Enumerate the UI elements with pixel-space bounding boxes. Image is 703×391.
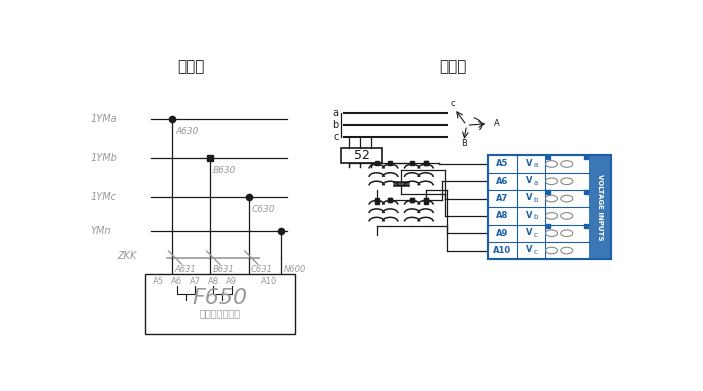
Text: A5: A5: [496, 160, 509, 169]
Text: b: b: [534, 214, 538, 221]
Text: V: V: [526, 211, 532, 220]
Text: A6: A6: [496, 177, 509, 186]
Text: VOLTAGE INPUTS: VOLTAGE INPUTS: [597, 174, 603, 240]
Text: V: V: [526, 176, 532, 185]
Text: 52: 52: [354, 149, 370, 162]
Text: A5: A5: [153, 277, 165, 286]
Text: V: V: [526, 159, 532, 168]
Text: A9: A9: [226, 277, 237, 286]
Text: C630: C630: [252, 205, 275, 214]
Text: V: V: [526, 246, 532, 255]
Text: c: c: [450, 99, 455, 108]
Text: a: a: [534, 180, 538, 186]
Text: B630: B630: [213, 166, 237, 175]
Text: 数字式保护装置: 数字式保护装置: [199, 308, 240, 318]
Text: B631: B631: [212, 265, 235, 274]
Text: A10: A10: [261, 277, 277, 286]
Text: A6: A6: [171, 277, 182, 286]
Text: a: a: [333, 108, 339, 118]
Text: YMn: YMn: [91, 226, 111, 235]
Text: V: V: [526, 228, 532, 237]
Text: A7: A7: [496, 194, 508, 203]
Text: A631: A631: [174, 265, 196, 274]
Text: 1YMc: 1YMc: [91, 192, 117, 203]
Bar: [341, 148, 382, 163]
Text: A9: A9: [496, 229, 508, 238]
Text: F650: F650: [192, 288, 247, 308]
Text: ZKK: ZKK: [117, 251, 137, 261]
Bar: [589, 155, 611, 259]
Text: c: c: [534, 232, 538, 238]
Text: 1YMb: 1YMb: [91, 153, 117, 163]
Bar: [489, 155, 611, 259]
Bar: [489, 155, 611, 259]
Text: 1YMa: 1YMa: [91, 114, 117, 124]
Text: C631: C631: [251, 265, 273, 274]
Text: V: V: [526, 194, 532, 203]
Bar: [145, 274, 295, 334]
Text: A630: A630: [175, 127, 198, 136]
Text: 线电压: 线电压: [439, 59, 467, 74]
Text: N600: N600: [283, 265, 306, 274]
Text: B: B: [461, 139, 467, 148]
Text: c: c: [333, 132, 339, 142]
Text: a: a: [534, 163, 538, 169]
Text: A8: A8: [496, 212, 508, 221]
Text: b: b: [333, 120, 339, 130]
Text: A8: A8: [207, 277, 219, 286]
Text: 相电压: 相电压: [178, 59, 205, 74]
Text: A: A: [494, 119, 500, 128]
Text: b: b: [534, 197, 538, 203]
Text: A7: A7: [190, 277, 201, 286]
Text: A10: A10: [494, 246, 512, 255]
Text: c: c: [534, 249, 538, 255]
